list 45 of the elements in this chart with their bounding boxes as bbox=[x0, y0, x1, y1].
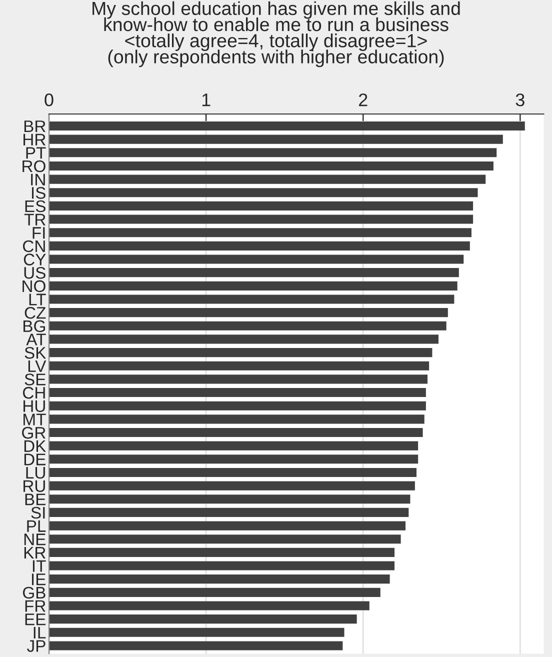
y-tick-label: FI bbox=[32, 227, 45, 239]
y-tick-label: GB bbox=[22, 586, 46, 599]
y-tick-label: AT bbox=[26, 334, 46, 346]
y-tick-label: PL bbox=[27, 520, 46, 532]
y-tick-label: CY bbox=[24, 254, 46, 266]
x-tick-label: 2 bbox=[358, 93, 368, 106]
y-tick-label: TR bbox=[24, 214, 46, 226]
y-tick-label: MT bbox=[24, 414, 46, 426]
y-tick-label: LV bbox=[28, 360, 46, 372]
y-tick-label: GR bbox=[22, 426, 46, 439]
y-tick-label: CN bbox=[22, 240, 45, 252]
y-tick-label: BR bbox=[24, 120, 46, 132]
x-tick-label: 3 bbox=[516, 93, 524, 106]
y-tick-label: JP bbox=[27, 640, 46, 652]
y-tick-label: SE bbox=[24, 374, 46, 386]
y-tick-label: HR bbox=[24, 134, 46, 146]
chart-title: My school education has given me skills and know-how to enable me to run a business <totally agree=4, totally disagree=1> (only respondents with higher education) bbox=[92, 1, 460, 68]
y-tick-label: NE bbox=[24, 534, 46, 546]
y-tick-label: LT bbox=[29, 294, 46, 306]
y-tick-label: DK bbox=[24, 440, 46, 452]
x-tick-label: 1 bbox=[202, 94, 210, 106]
y-tick-label: IS bbox=[32, 187, 46, 199]
y-tick-label: FR bbox=[25, 600, 46, 612]
y-tick-label: IL bbox=[34, 626, 46, 638]
y-tick-label: RU bbox=[24, 480, 45, 492]
y-tick-label: LU bbox=[26, 467, 45, 479]
y-tick-label: HU bbox=[24, 400, 45, 412]
y-tick-label: NO bbox=[22, 280, 46, 292]
y-tick-label: PT bbox=[26, 147, 46, 159]
y-tick-label: US bbox=[24, 266, 46, 279]
y-tick-label: ES bbox=[25, 200, 46, 212]
y-tick-label: BE bbox=[25, 494, 46, 506]
y-tick-label: CH bbox=[22, 386, 45, 399]
y-tick-label: SK bbox=[24, 346, 46, 359]
x-tick-label: 0 bbox=[44, 93, 54, 106]
y-tick-label: BG bbox=[24, 320, 45, 332]
y-tick-label: KR bbox=[24, 547, 46, 558]
y-tick-label: IN bbox=[31, 174, 45, 186]
y-tick-label: IE bbox=[32, 574, 46, 586]
y-tick-label: CZ bbox=[24, 306, 46, 319]
y-tick-label: DE bbox=[24, 454, 46, 466]
y-tick-label: IT bbox=[32, 560, 46, 572]
y-tick-label: RO bbox=[22, 160, 46, 172]
y-tick-label: SI bbox=[31, 506, 45, 519]
y-tick-label: EE bbox=[25, 614, 46, 626]
